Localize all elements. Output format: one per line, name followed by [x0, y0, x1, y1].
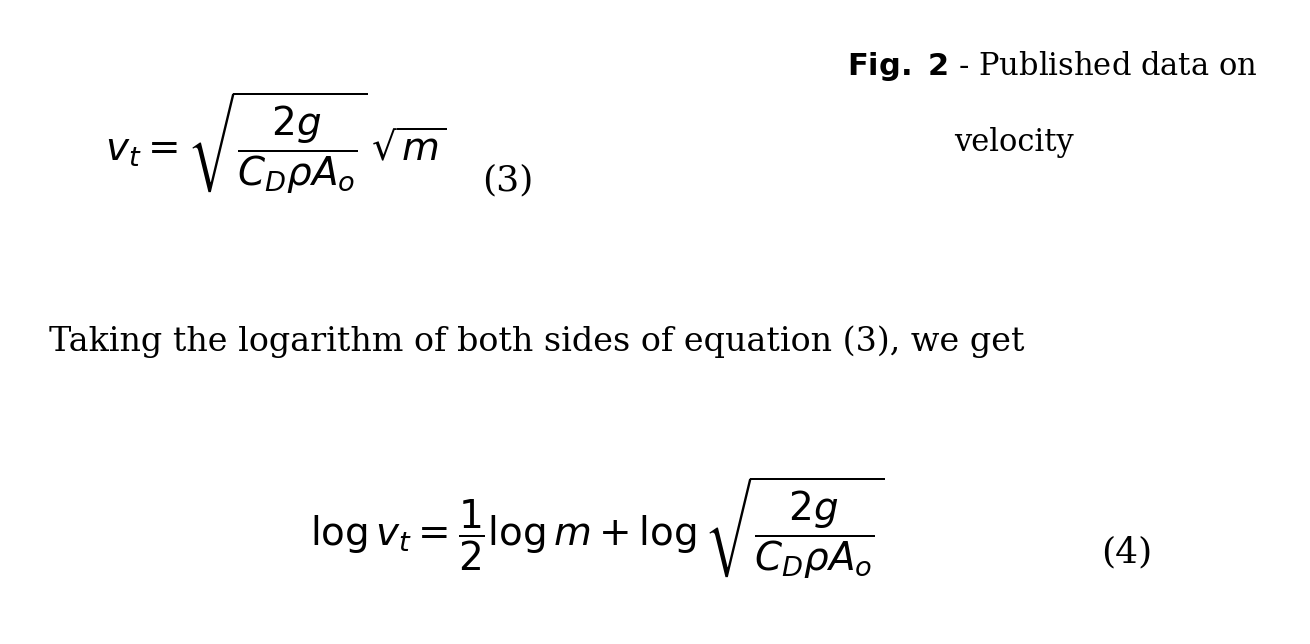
Text: $\log v_t = \dfrac{1}{2} \log m + \log \sqrt{\dfrac{2g}{C_D \rho A_o}}$: $\log v_t = \dfrac{1}{2} \log m + \log \…	[310, 474, 884, 581]
Text: $\mathbf{Fig.\ 2}$ - Published data on: $\mathbf{Fig.\ 2}$ - Published data on	[848, 48, 1258, 82]
Text: $v_t = \sqrt{\dfrac{2g}{C_D \rho A_o}}\,\sqrt{m}$: $v_t = \sqrt{\dfrac{2g}{C_D \rho A_o}}\,…	[105, 89, 445, 196]
Text: velocity: velocity	[955, 127, 1074, 158]
Text: Taking the logarithm of both sides of equation (3), we get: Taking the logarithm of both sides of eq…	[48, 325, 1024, 357]
Text: (4): (4)	[1102, 536, 1153, 570]
Text: (3): (3)	[482, 164, 533, 198]
